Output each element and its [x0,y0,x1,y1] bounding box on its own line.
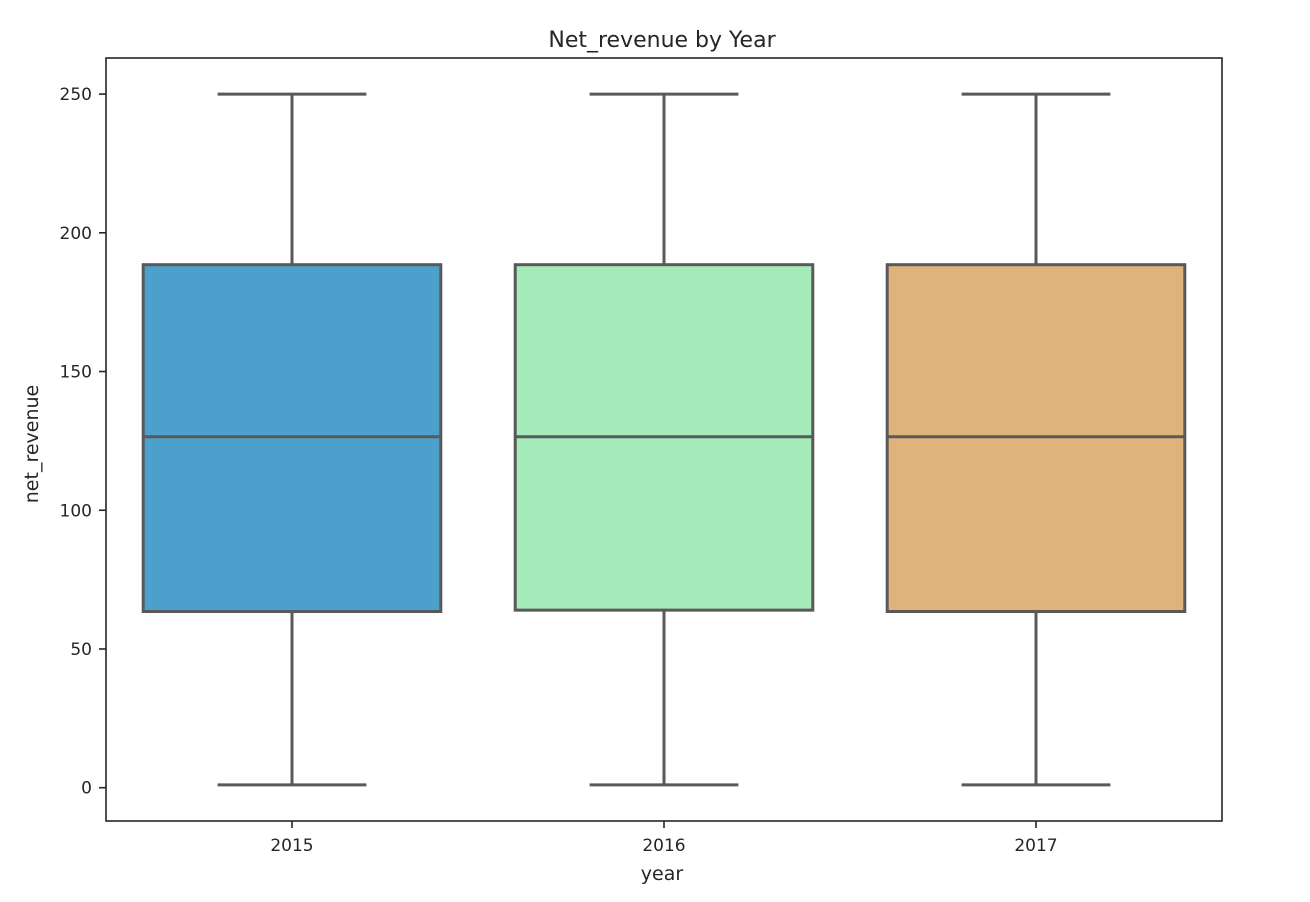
y-tick-label: 150 [60,363,92,383]
boxes-group [141,92,1187,787]
chart-title: Net_revenue by Year [548,28,776,53]
box-2016 [513,92,815,787]
box-2017 [885,92,1187,787]
box-2015 [141,92,443,787]
x-tick-label: 2017 [1014,836,1057,856]
y-tick-label: 0 [81,779,92,799]
x-axis-label: year [641,863,684,885]
x-tick-label: 2015 [270,836,313,856]
y-tick-label: 100 [60,501,92,521]
y-tick-label: 250 [60,85,92,105]
y-axis: 0 50 100 150 200 250 [60,85,106,799]
y-tick-label: 50 [70,640,92,660]
y-axis-label: net_revenue [21,385,43,503]
x-axis: 2015 2016 2017 [270,821,1058,856]
x-tick-label: 2016 [642,836,685,856]
y-tick-label: 200 [60,224,92,244]
